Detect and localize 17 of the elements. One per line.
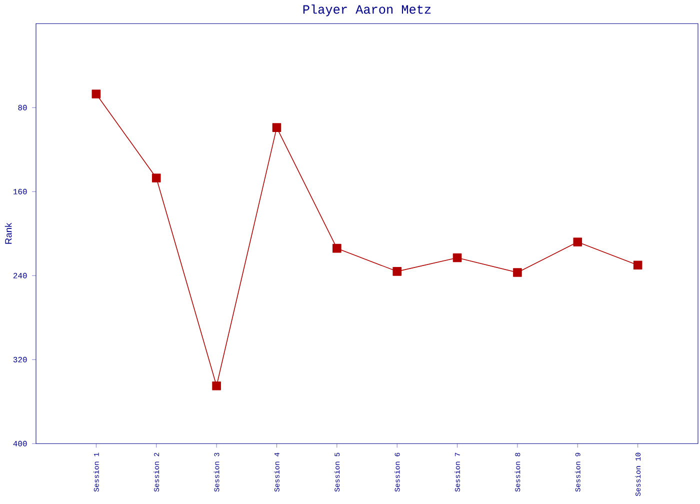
point: [272, 123, 282, 132]
point: [513, 268, 522, 278]
y-tick-label: 400: [13, 441, 27, 447]
y-tick-label: 160: [13, 189, 27, 195]
point: [392, 267, 402, 276]
point: [92, 90, 101, 99]
y-tick-label: 240: [13, 273, 27, 279]
y-axis-title: Rank: [4, 222, 12, 244]
point: [212, 382, 221, 390]
y-tick-label: 80: [18, 105, 27, 111]
chart-title: Player Aaron Metz: [303, 4, 431, 16]
point: [152, 174, 161, 183]
point: [633, 260, 642, 270]
point: [573, 238, 582, 247]
point: [452, 254, 462, 262]
y-tick-label: 320: [13, 357, 27, 363]
point: [332, 244, 342, 253]
